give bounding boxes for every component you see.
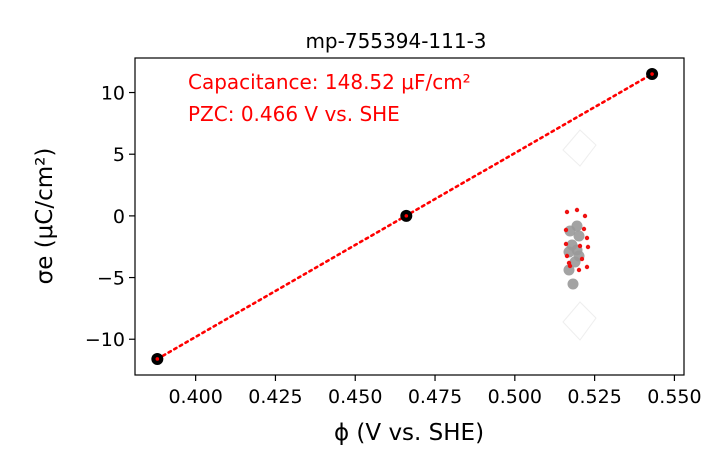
inset-atom-oxygen xyxy=(584,264,590,270)
inset-atom-oxygen xyxy=(585,244,591,250)
x-tick-label: 0.475 xyxy=(408,386,462,408)
x-tick-label: 0.400 xyxy=(168,386,222,408)
inset-atom-oxygen xyxy=(577,243,583,249)
structure-inset xyxy=(562,129,597,341)
inset-atom-oxygen xyxy=(563,227,569,233)
inset-atom xyxy=(567,278,579,290)
y-axis-label: σe (μC/cm²) xyxy=(32,148,58,285)
data-point-fit-marker xyxy=(650,72,654,76)
data-points xyxy=(151,68,659,365)
y-tick-label: 5 xyxy=(113,144,125,166)
x-tick-label: 0.450 xyxy=(328,386,382,408)
inset-cell-outline xyxy=(562,301,597,341)
inset-atom-oxygen xyxy=(584,235,590,241)
y-tick-label: 10 xyxy=(101,83,125,105)
x-tick-label: 0.425 xyxy=(248,386,302,408)
inset-atom-oxygen xyxy=(579,256,585,262)
inset-atom xyxy=(573,230,585,242)
y-tick-label: −5 xyxy=(97,268,125,290)
inset-cell-outline xyxy=(562,129,597,167)
capacitance-annotation: Capacitance: 148.52 μF/cm² xyxy=(188,70,471,94)
data-point-fit-marker xyxy=(155,357,160,361)
inset-atom-oxygen xyxy=(576,267,582,273)
inset-atom-oxygen xyxy=(564,253,570,259)
chart-title: mp-755394-111-3 xyxy=(305,29,486,53)
x-tick-label: 0.500 xyxy=(488,386,542,408)
inset-atom-oxygen xyxy=(564,209,570,215)
x-axis-label: ϕ (V vs. SHE) xyxy=(334,420,484,446)
x-tick-label: 0.525 xyxy=(567,386,621,408)
y-axis-ticks: −10 −5 0 5 10 xyxy=(85,83,135,351)
inset-atom-oxygen xyxy=(574,207,580,213)
inset-atom xyxy=(569,256,581,268)
x-axis-ticks: 0.400 0.425 0.450 0.475 0.500 0.525 0.550 xyxy=(168,375,702,408)
data-point-fit-marker xyxy=(404,214,409,218)
inset-atom-oxygen xyxy=(582,213,588,219)
inset-atom-oxygen xyxy=(563,241,569,247)
x-tick-label: 0.550 xyxy=(647,386,701,408)
capacitance-text: Capacitance: 148.52 μF/cm² xyxy=(188,70,471,94)
inset-atom-oxygen xyxy=(566,260,572,266)
pzc-annotation: PZC: 0.466 V vs. SHE xyxy=(188,102,400,126)
plot-frame xyxy=(134,57,685,376)
y-tick-label: −10 xyxy=(85,329,125,351)
inset-atom-oxygen xyxy=(581,226,587,232)
y-tick-label: 0 xyxy=(113,206,125,228)
